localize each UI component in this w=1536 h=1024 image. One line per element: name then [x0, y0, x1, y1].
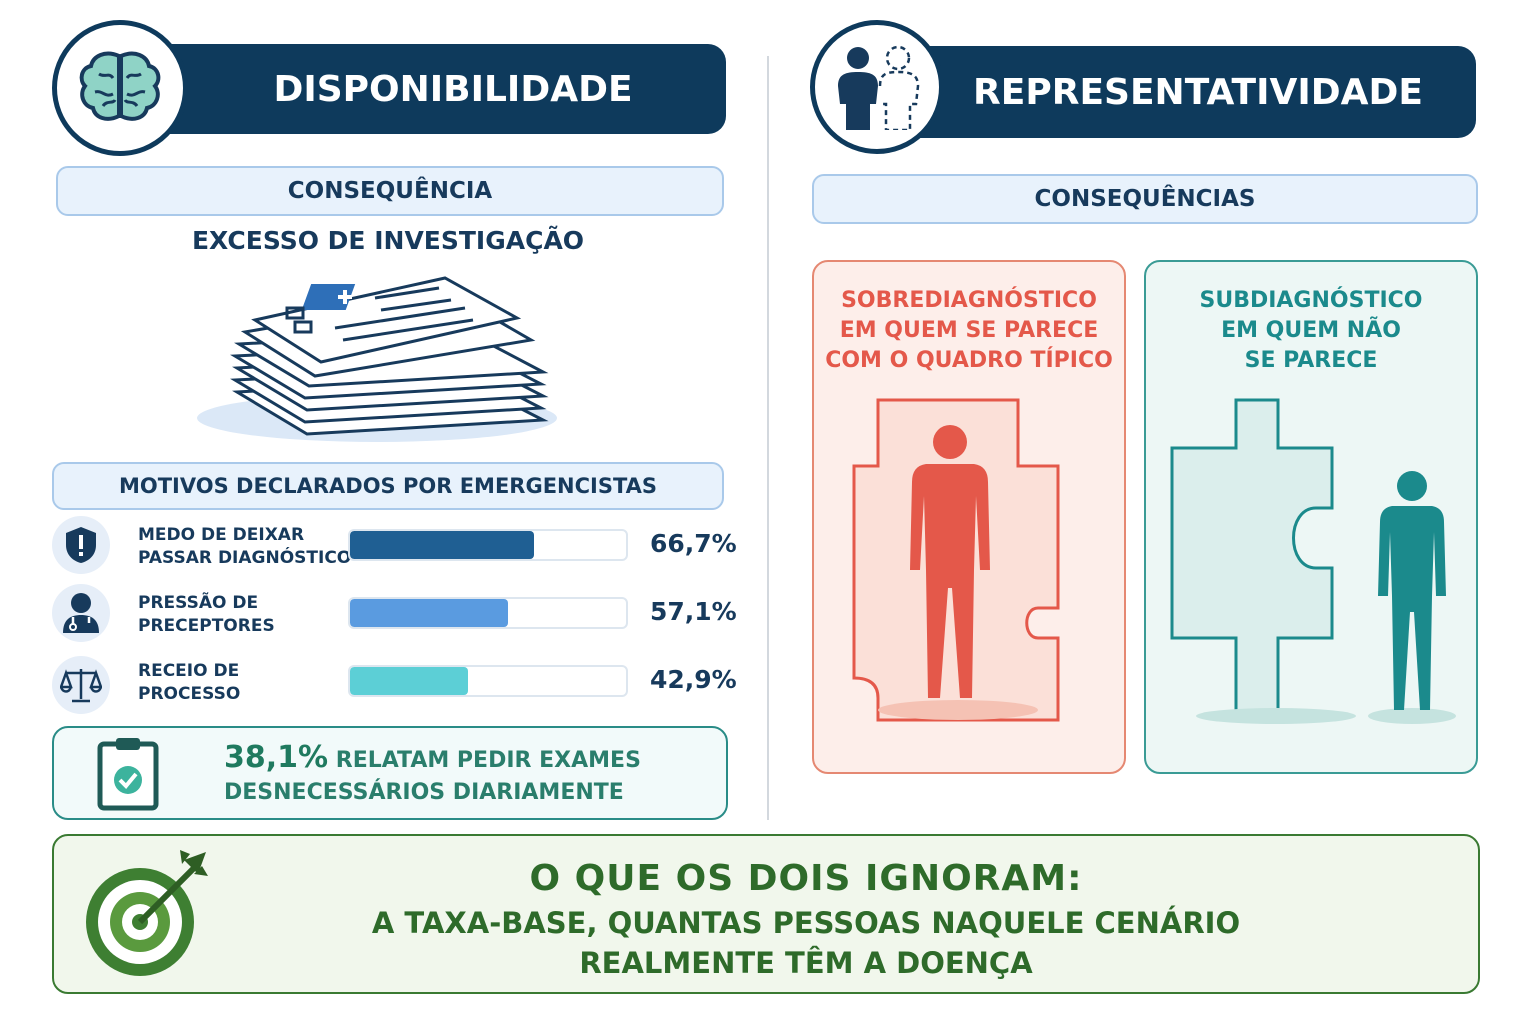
paper-stack-icon	[197, 276, 557, 442]
brain-icon	[79, 51, 161, 121]
representativeness-banner: REPRESENTATIVIDADE	[900, 46, 1476, 138]
scales-icon-circle	[52, 656, 110, 714]
stat-text-1: RELATAM PEDIR EXAMES	[335, 748, 641, 773]
consequence-text: EXCESSO DE INVESTIGAÇÃO	[191, 226, 585, 255]
reason-bar-fill	[350, 531, 535, 559]
underdiagnosis-card: SUBDIAGNÓSTICO EM QUEM NÃO SE PARECE	[1144, 260, 1478, 774]
reason-bar-fill	[350, 599, 508, 627]
base-rate-banner: O QUE OS DOIS IGNORAM: A TAXA-BASE, QUAN…	[52, 834, 1480, 994]
reason-label: PRESSÃO DE PRECEPTORES	[138, 592, 275, 638]
reasons-header-label: MOTIVOS DECLARADOS POR EMERGENCISTAS	[118, 474, 658, 498]
underdiagnosis-line: EM QUEM NÃO	[1221, 318, 1401, 343]
doctor-icon	[63, 593, 99, 633]
underdiagnosis-line: SUBDIAGNÓSTICO	[1199, 288, 1423, 313]
consequences-header: CONSEQUÊNCIAS	[812, 174, 1478, 224]
availability-title: DISPONIBILIDADE	[273, 68, 633, 110]
reason-label-line: RECEIO DE	[138, 661, 240, 681]
reason-label-line: MEDO DE DEIXAR	[138, 525, 305, 545]
reason-label-line: PRESSÃO DE	[138, 593, 259, 613]
shield-alert-icon-circle	[52, 516, 110, 574]
people-icon	[838, 45, 920, 130]
clipboard-check-icon	[97, 738, 159, 811]
person-in-puzzle-icon	[852, 398, 1060, 722]
stat-number: 38,1%	[224, 740, 329, 775]
reason-label: RECEIO DE PROCESSO	[138, 660, 240, 706]
stat-box: 38,1% RELATAM PEDIR EXAMES DESNECESSÁRIO…	[52, 726, 728, 820]
reason-label: MEDO DE DEIXAR PASSAR DIAGNÓSTICO	[138, 524, 351, 570]
base-rate-title: O QUE OS DOIS IGNORAM:	[529, 858, 1083, 899]
reasons-header: MOTIVOS DECLARADOS POR EMERGENCISTAS	[52, 462, 724, 510]
underdiagnosis-line: SE PARECE	[1244, 348, 1378, 373]
consequences-header-label: CONSEQUÊNCIAS	[1034, 186, 1256, 212]
stat-text-2: DESNECESSÁRIOS DIARIAMENTE	[224, 780, 624, 805]
underdiagnosis-text: SUBDIAGNÓSTICO EM QUEM NÃO SE PARECE	[1146, 286, 1476, 376]
person-outside-puzzle-icon	[1170, 398, 1456, 724]
reason-label-line: PRECEPTORES	[138, 616, 275, 636]
reason-bar-track	[348, 665, 628, 697]
doctor-icon-circle	[52, 584, 110, 642]
target-arrow-icon	[86, 850, 208, 976]
reason-percent: 57,1%	[650, 597, 737, 626]
scales-icon	[60, 669, 102, 703]
stat-line-1: 38,1% RELATAM PEDIR EXAMES	[224, 742, 641, 777]
overdiagnosis-text: SOBREDIAGNÓSTICO EM QUEM SE PARECE COM O…	[814, 286, 1124, 376]
representativeness-title: REPRESENTATIVIDADE	[973, 71, 1423, 113]
reason-percent: 66,7%	[650, 529, 737, 558]
shield-alert-icon	[66, 527, 96, 563]
reason-percent: 42,9%	[650, 665, 737, 694]
reason-label-line: PROCESSO	[138, 684, 241, 704]
reason-bar-track	[348, 529, 628, 561]
column-divider	[767, 56, 769, 820]
people-icon-circle	[810, 20, 944, 154]
availability-banner: DISPONIBILIDADE	[150, 44, 726, 134]
overdiagnosis-card: SOBREDIAGNÓSTICO EM QUEM SE PARECE COM O…	[812, 260, 1126, 774]
overdiagnosis-line: SOBREDIAGNÓSTICO	[841, 288, 1097, 313]
consequence-header-label: CONSEQUÊNCIA	[287, 178, 493, 204]
overdiagnosis-line: COM O QUADRO TÍPICO	[825, 348, 1113, 373]
reason-bar-track	[348, 597, 628, 629]
stat-text: 38,1% RELATAM PEDIR EXAMES DESNECESSÁRIO…	[224, 742, 641, 809]
reason-bar-fill	[350, 667, 469, 695]
base-rate-line-2: REALMENTE TÊM A DOENÇA	[579, 946, 1033, 980]
consequence-header: CONSEQUÊNCIA	[56, 166, 724, 216]
overdiagnosis-line: EM QUEM SE PARECE	[839, 318, 1099, 343]
reason-label-line: PASSAR DIAGNÓSTICO	[138, 548, 352, 568]
base-rate-line-1: A TAXA-BASE, QUANTAS PESSOAS NAQUELE CEN…	[371, 906, 1241, 940]
brain-icon-circle	[52, 20, 188, 156]
